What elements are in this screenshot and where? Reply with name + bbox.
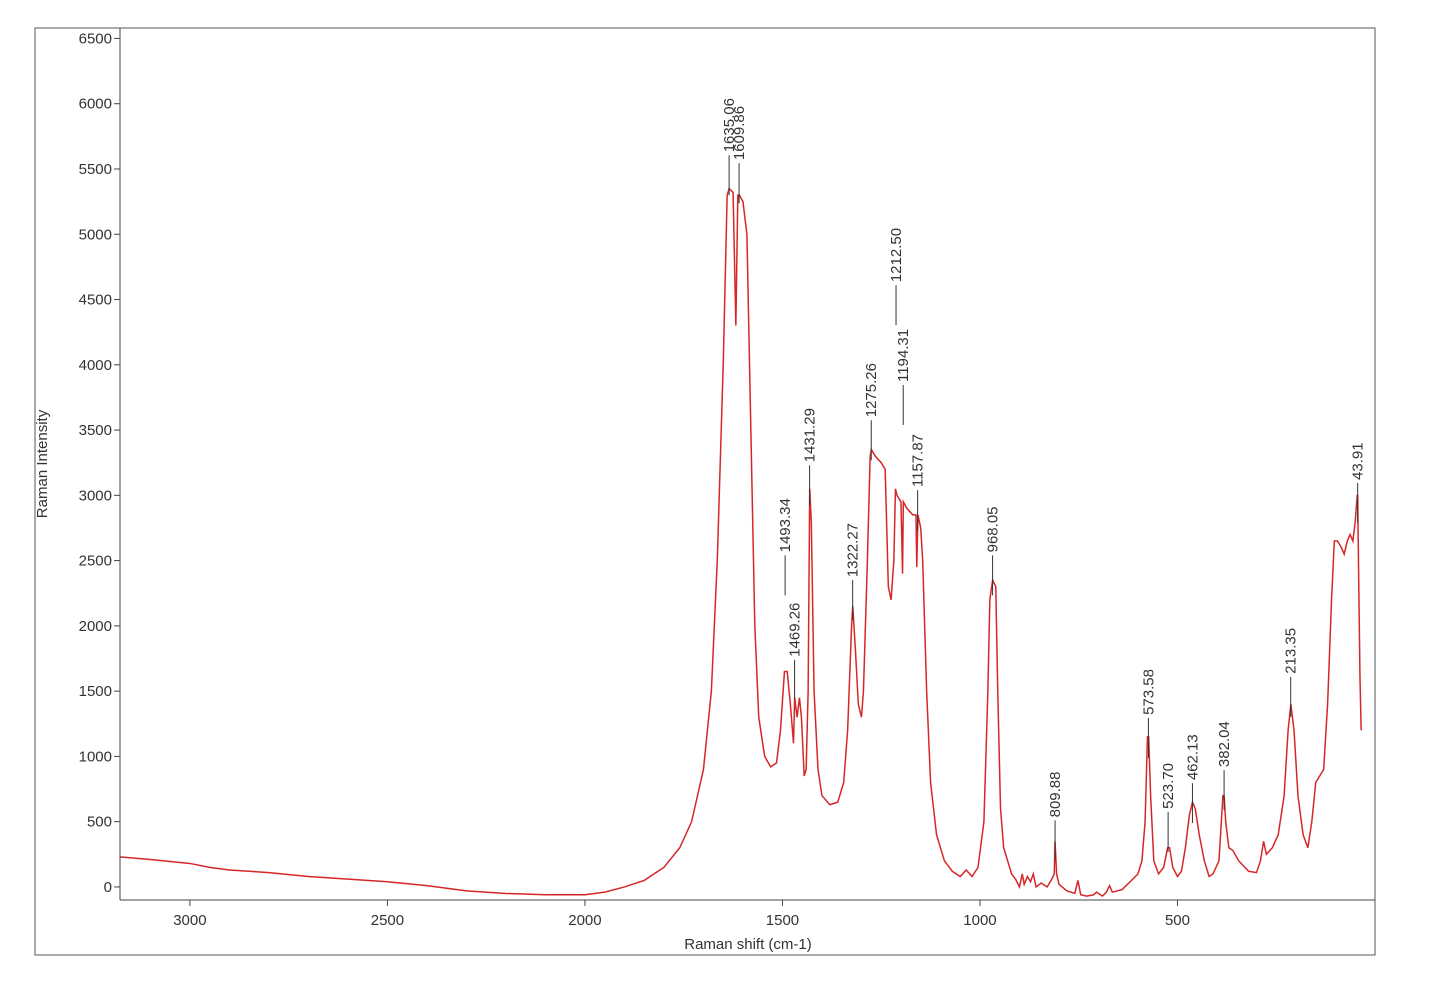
y-tick-label: 0 [104,879,112,896]
peak-label: 1212.50 [888,228,905,282]
peak-label: 213.35 [1283,628,1300,674]
x-tick-label: 500 [1165,912,1190,929]
peak-label: 573.58 [1140,669,1157,715]
y-tick-label: 3500 [79,422,112,439]
peak-label: 968.05 [985,506,1002,552]
x-axis-label: Raman shift (cm-1) [684,936,812,953]
peak-label: 523.70 [1160,763,1177,809]
y-tick-label: 3000 [79,487,112,504]
peak-label: 43.91 [1350,442,1367,480]
y-tick-label: 500 [87,814,112,831]
x-tick-label: 3000 [173,912,206,929]
peak-label: 809.88 [1047,771,1064,817]
y-tick-label: 1500 [79,683,112,700]
x-tick-label: 2000 [568,912,601,929]
x-tick-label: 1500 [766,912,799,929]
y-tick-label: 4500 [79,292,112,309]
peak-label: 1635.06 [721,98,738,152]
peak-label: 1157.87 [910,434,927,487]
y-tick-label: 6000 [79,96,112,113]
y-tick-label: 5000 [79,226,112,243]
y-tick-label: 1000 [79,748,112,765]
x-tick-label: 1000 [963,912,996,929]
peak-label: 382.04 [1216,721,1233,767]
y-tick-label: 5500 [79,161,112,178]
peak-label: 462.13 [1184,734,1201,780]
peak-label: 1609.86 [731,106,748,160]
y-axis-label: Raman Intensity [34,409,51,518]
peak-label: 1322.27 [845,523,862,577]
outer-frame [34,27,1376,956]
y-tick-label: 6500 [79,30,112,47]
peak-label: 1493.34 [777,498,794,552]
peak-label: 1194.31 [895,329,912,382]
y-tick-label: 2000 [79,618,112,635]
peak-label: 1431.29 [802,408,819,462]
y-tick-label: 2500 [79,553,112,570]
y-tick-label: 4000 [79,357,112,374]
peak-label: 1275.26 [863,363,880,417]
x-tick-label: 2500 [371,912,404,929]
plot-area [120,187,1362,898]
peak-label: 1469.26 [787,603,804,657]
spectrum-line [120,187,1362,898]
